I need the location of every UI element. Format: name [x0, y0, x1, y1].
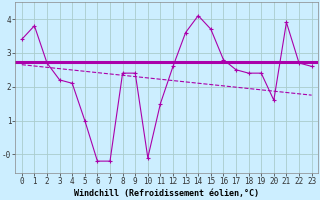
- X-axis label: Windchill (Refroidissement éolien,°C): Windchill (Refroidissement éolien,°C): [74, 189, 259, 198]
